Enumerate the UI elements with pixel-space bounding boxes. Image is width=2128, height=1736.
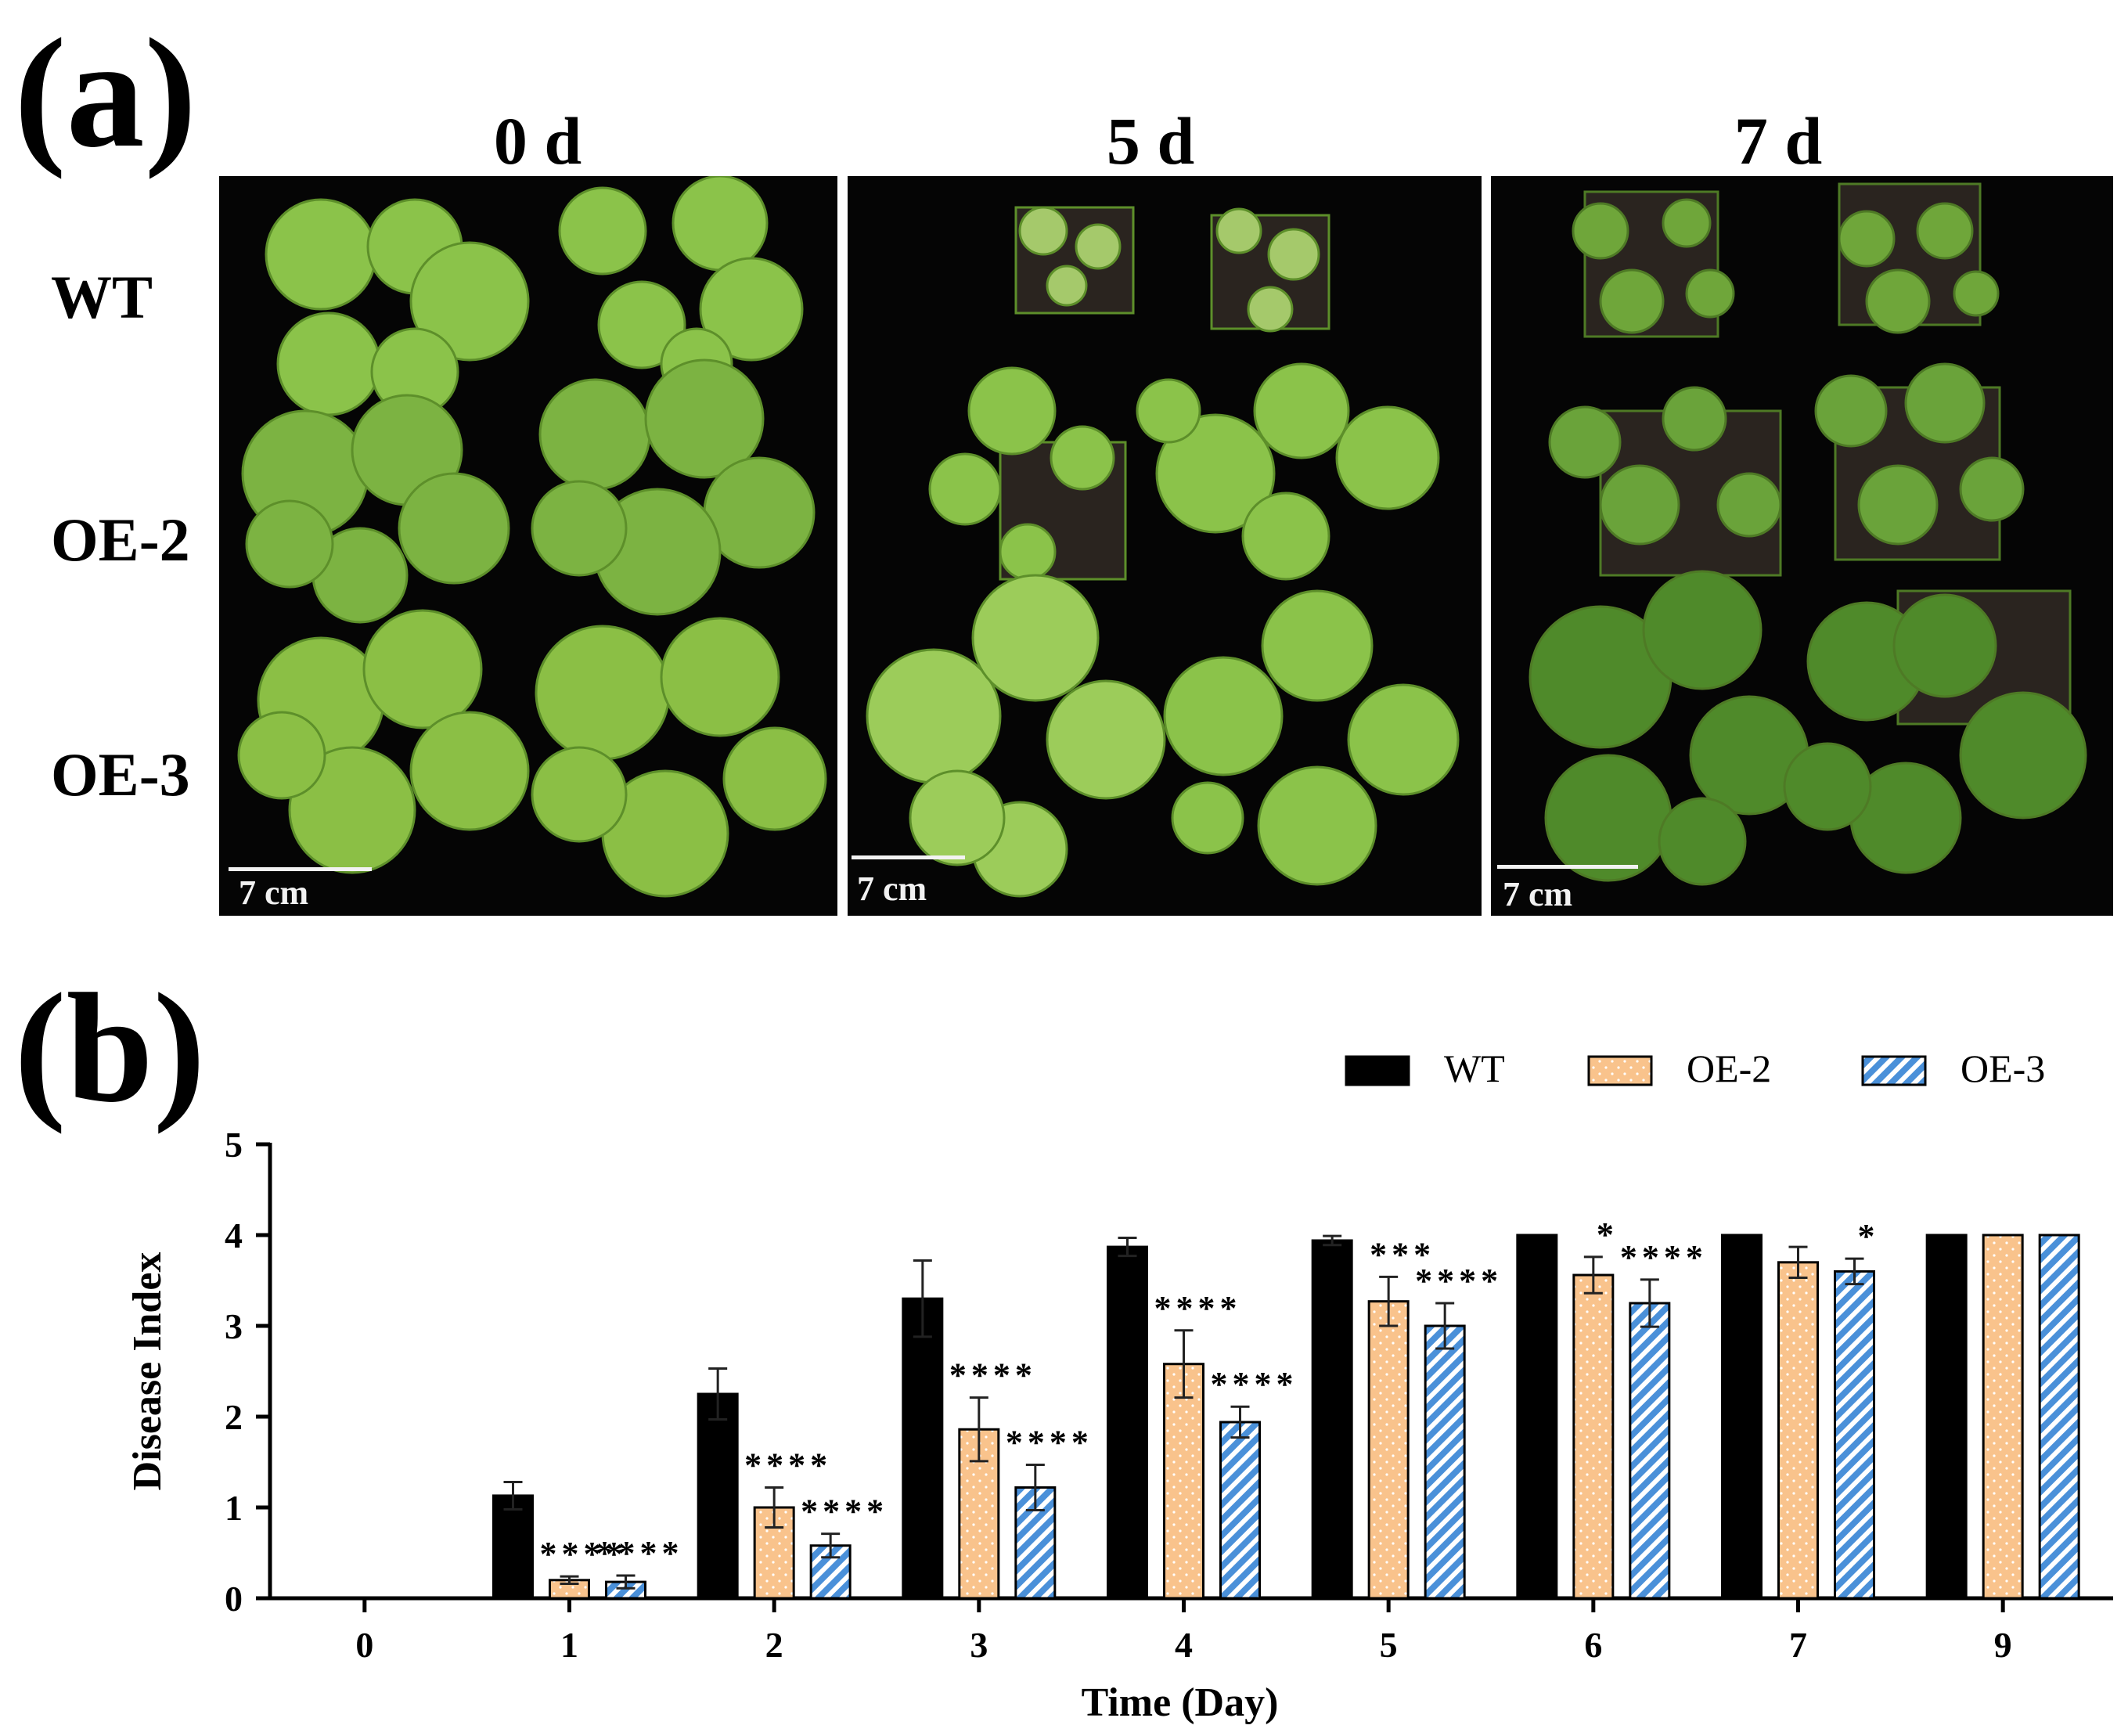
significance-label: **** (540, 1535, 628, 1573)
significance-label: **** (801, 1493, 888, 1531)
scale-bar (1497, 865, 1638, 869)
x-tick-label: 4 (1175, 1625, 1193, 1665)
x-tick-label: 1 (560, 1625, 578, 1665)
y-tick-label: 3 (225, 1306, 243, 1346)
legend-label-wt: WT (1444, 1046, 1505, 1090)
scale-bar (229, 867, 372, 871)
plant-oe2-1 (928, 366, 1127, 581)
column-title-5d: 5 d (1106, 103, 1195, 178)
plant-oe2-1 (1548, 386, 1782, 577)
plant-oe3-1 (237, 609, 530, 874)
significance-label: **** (949, 1356, 1037, 1395)
plant-illustration (866, 206, 1460, 898)
bar-oe-3 (1834, 1270, 1875, 1600)
bar-wt (1516, 1234, 1558, 1600)
plant-wt-2-wilted (1210, 207, 1330, 333)
bar-oe-2 (1982, 1234, 2024, 1600)
significance-label: **** (1006, 1423, 1093, 1461)
significance-label: **** (1154, 1289, 1242, 1327)
bar-wt (1925, 1234, 1968, 1600)
x-tick-label: 5 (1380, 1625, 1398, 1665)
plant-oe3-2 (1783, 589, 2087, 874)
plant-oe2-2 (1814, 362, 2025, 561)
legend-swatch-oe-2 (1587, 1055, 1653, 1086)
x-tick-label: 2 (765, 1625, 783, 1665)
bar-oe-2 (1572, 1273, 1615, 1600)
scale-bar-label: 7 cm (239, 873, 309, 912)
plant-oe3-1 (1528, 570, 1809, 886)
significance-label: * (1858, 1217, 1880, 1255)
bar-wt (697, 1392, 739, 1600)
scale-bar-label: 7 cm (857, 870, 927, 908)
panel-a-label: (a) (14, 7, 197, 180)
y-tick-label: 2 (225, 1397, 243, 1437)
row-label-oe3: OE-3 (51, 740, 190, 809)
bar-oe-3 (2038, 1234, 2080, 1600)
plant-photo-day0: 7 cm (219, 176, 837, 916)
y-tick-label: 5 (225, 1125, 243, 1165)
x-axis-title: Time (Day) (1082, 1680, 1279, 1725)
plant-wt-1-wilted (1014, 206, 1135, 315)
column-title-7d: 7 d (1734, 103, 1823, 178)
bar-wt (1311, 1239, 1353, 1600)
row-label-oe2: OE-2 (51, 506, 190, 574)
bar-wt (902, 1297, 944, 1600)
plant-photo-day5: 7 cm (848, 176, 1482, 916)
x-tick-label: 7 (1789, 1625, 1807, 1665)
y-tick-label: 1 (225, 1488, 243, 1528)
legend-label-oe-2: OE-2 (1687, 1046, 1771, 1090)
plant-oe2-1 (241, 394, 510, 624)
plant-wt-1-wilted (1572, 190, 1735, 338)
significance-label: **** (744, 1446, 832, 1484)
plant-oe2-2 (531, 358, 816, 616)
y-tick-label: 4 (225, 1216, 243, 1255)
row-label-wt: WT (51, 263, 153, 331)
scale-bar (852, 855, 965, 859)
bar-oe-3 (1219, 1421, 1261, 1600)
plant-photo-day7: 7 cm (1491, 176, 2113, 916)
plant-oe3-1 (866, 574, 1166, 898)
legend-swatch-wt (1345, 1055, 1410, 1086)
bar-oe-3 (1424, 1324, 1466, 1600)
panel-b-label: (b) (14, 962, 206, 1135)
plant-illustration (1528, 182, 2087, 886)
x-tick-label: 9 (1994, 1625, 2012, 1665)
bar-oe-2 (1163, 1363, 1204, 1600)
scale-bar-label: 7 cm (1503, 875, 1573, 913)
significance-label: **** (1211, 1365, 1298, 1403)
plant-illustration (237, 176, 827, 898)
significance-label: *** (1370, 1235, 1435, 1273)
y-axis-title: Disease Index (125, 1252, 170, 1491)
bar-oe-2 (1367, 1300, 1410, 1600)
x-tick-label: 0 (355, 1625, 373, 1665)
bar-wt (492, 1494, 534, 1600)
significance-label: * (1597, 1216, 1619, 1254)
y-tick-label: 0 (225, 1579, 243, 1619)
plant-oe2-2 (1136, 362, 1440, 581)
bar-wt (1721, 1234, 1763, 1600)
significance-label: **** (1620, 1238, 1708, 1277)
legend-label-oe-3: OE-3 (1961, 1046, 2045, 1090)
x-tick-label: 3 (970, 1625, 988, 1665)
plant-oe3-2 (531, 617, 827, 898)
bar-oe-3 (1629, 1302, 1671, 1600)
significance-label: **** (1415, 1262, 1503, 1300)
bar-oe-2 (1777, 1261, 1819, 1600)
bar-wt (1107, 1245, 1148, 1600)
plant-wt-2-wilted (1838, 182, 2000, 334)
plant-oe3-2 (1163, 589, 1460, 886)
legend-swatch-oe-3 (1861, 1055, 1927, 1086)
plant-wt-1 (265, 198, 530, 416)
column-title-0d: 0 d (493, 103, 582, 178)
significance-label: **** (596, 1534, 684, 1572)
bar-oe-2 (958, 1428, 1000, 1600)
x-tick-label: 6 (1584, 1625, 1602, 1665)
